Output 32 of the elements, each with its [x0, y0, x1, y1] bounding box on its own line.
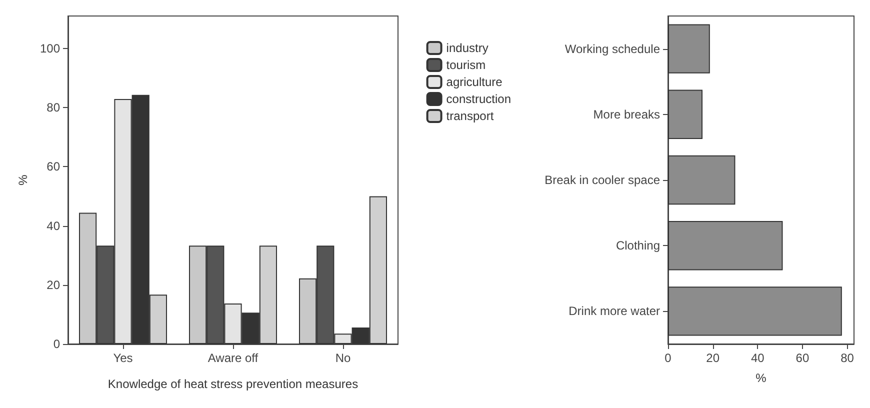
bar — [668, 155, 736, 205]
legend-label: tourism — [446, 58, 486, 72]
y-tick-label: Working schedule — [564, 42, 660, 56]
x-tick-label: 60 — [796, 351, 810, 365]
y-axis-title: % — [16, 174, 30, 186]
x-tick-label: No — [335, 351, 351, 365]
legend-label: transport — [446, 109, 494, 123]
y-tick-label: 40 — [46, 218, 60, 233]
y-tick-label: 60 — [46, 160, 60, 174]
y-tick-label: More breaks — [593, 107, 660, 122]
y-tick-label: 100 — [40, 42, 60, 56]
x-axis-title: Knowledge of heat stress prevention measures — [108, 377, 358, 391]
bar — [668, 221, 783, 270]
y-tick-label: 80 — [46, 100, 60, 115]
legend-label: agriculture — [446, 75, 503, 89]
bar — [668, 24, 710, 74]
y-tick-label: 20 — [46, 278, 60, 292]
y-tick-label: 0 — [53, 337, 60, 351]
legend-label: industry — [446, 41, 488, 55]
y-tick-label: Drink more water — [568, 304, 660, 318]
y-tick-label: Break in cooler space — [544, 173, 660, 187]
x-axis-title: % — [756, 371, 767, 385]
x-tick-label: Aware off — [208, 351, 259, 365]
legend-label: construction — [446, 92, 512, 106]
bar — [668, 90, 703, 139]
bar — [668, 286, 842, 336]
x-tick-label: Yes — [113, 351, 133, 365]
x-tick-label: 0 — [664, 351, 672, 365]
x-tick-label: 20 — [706, 351, 720, 365]
x-tick-label: 80 — [840, 351, 854, 365]
x-tick-label: 40 — [750, 351, 765, 365]
y-tick-label: Clothing — [616, 238, 660, 253]
